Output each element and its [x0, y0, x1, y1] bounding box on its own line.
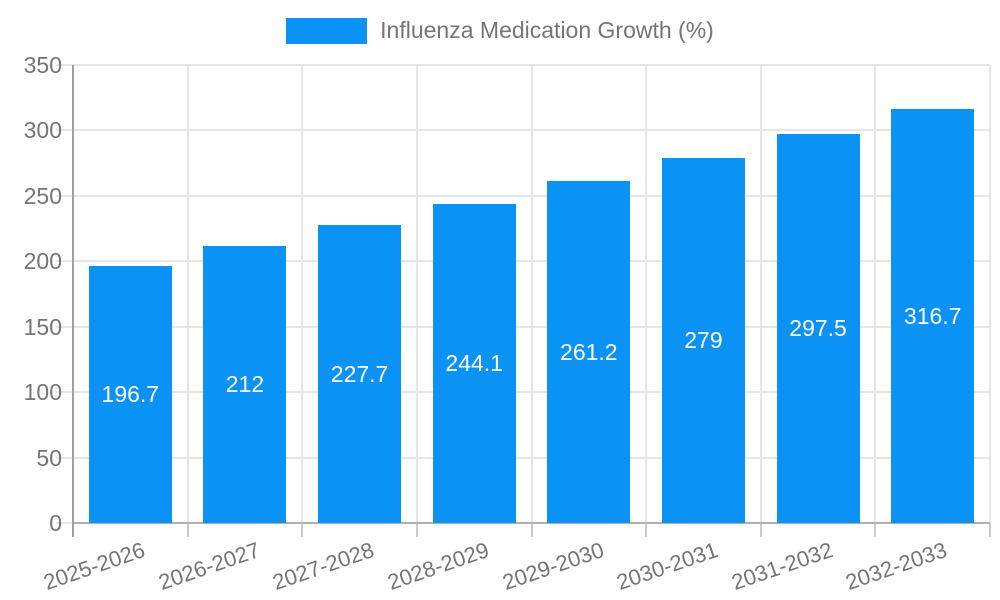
x-tick [301, 523, 304, 537]
bar[interactable] [547, 181, 631, 523]
y-gridline [56, 129, 990, 132]
bar-value-label: 244.1 [445, 350, 503, 377]
bar-value-label: 261.2 [560, 339, 618, 366]
x-tick [989, 523, 991, 537]
x-axis-tick-label: 2026-2027 [155, 537, 263, 595]
x-tick [645, 523, 648, 537]
x-gridline [645, 65, 648, 523]
bar[interactable] [432, 203, 516, 523]
x-gridline [301, 65, 304, 523]
y-axis-tick-label: 250 [23, 182, 62, 209]
x-axis-tick-label: 2028-2029 [384, 537, 493, 595]
y-gridline [56, 391, 990, 394]
x-tick [530, 523, 533, 537]
y-axis-line [72, 65, 74, 537]
x-axis-tick-label: 2025-2026 [40, 537, 149, 595]
x-tick [415, 523, 418, 537]
bar-value-label: 196.7 [101, 381, 160, 408]
bar-value-label: 279 [684, 327, 723, 354]
bar[interactable] [88, 265, 172, 523]
x-axis-tick-label: 2032-2033 [842, 537, 951, 595]
bar-value-label: 212 [225, 371, 265, 398]
y-axis-tick-label: 150 [23, 313, 62, 340]
bar[interactable] [661, 157, 745, 523]
x-gridline [989, 65, 991, 523]
bar[interactable] [318, 225, 402, 523]
x-tick [186, 523, 189, 537]
x-gridline [874, 65, 877, 523]
legend-label: Influenza Medication Growth (%) [380, 17, 714, 43]
chart-legend: Influenza Medication Growth (%) [0, 17, 1000, 44]
x-gridline [759, 65, 762, 523]
y-axis-tick-label: 100 [23, 379, 62, 406]
y-gridline [56, 325, 990, 328]
bar[interactable] [776, 133, 860, 523]
bar-value-label: 297.5 [789, 315, 847, 342]
x-axis-tick-label: 2031-2032 [728, 537, 836, 595]
x-axis-tick-label: 2029-2030 [499, 537, 607, 595]
y-axis-tick-label: 350 [23, 52, 62, 78]
legend-swatch-icon [286, 17, 368, 44]
bar[interactable] [891, 108, 975, 523]
bar-value-label: 227.7 [330, 361, 389, 388]
y-gridline [56, 260, 990, 263]
y-axis-tick-label: 50 [36, 444, 62, 471]
x-axis-tick-label: 2027-2028 [269, 537, 378, 595]
y-axis-tick-label: 300 [23, 117, 62, 144]
x-gridline [530, 65, 533, 523]
x-axis-line [73, 522, 990, 524]
y-gridline [56, 64, 990, 66]
y-gridline [56, 456, 990, 459]
bar[interactable] [203, 245, 287, 523]
bar-value-label: 316.7 [903, 302, 962, 329]
y-axis-tick-label: 0 [49, 510, 62, 536]
x-gridline [415, 65, 418, 523]
y-gridline [56, 194, 990, 197]
y-axis-tick-label: 200 [23, 248, 62, 275]
x-tick [874, 523, 877, 537]
x-axis-tick-label: 2030-2031 [613, 537, 722, 595]
x-tick [759, 523, 762, 537]
y-tick [56, 522, 73, 524]
x-gridline [186, 65, 189, 523]
